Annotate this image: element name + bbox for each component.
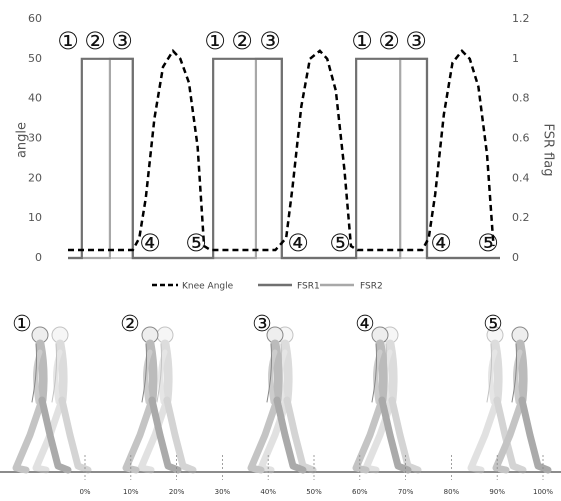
y-tick-label: 40 <box>28 92 42 105</box>
annotation: ③ <box>111 27 133 55</box>
y2-tick-label: 1.2 <box>512 12 530 25</box>
y2-tick-label: 0.8 <box>512 92 530 105</box>
y2-tick-label: 0 <box>512 251 519 264</box>
percent-label: 100% <box>533 488 553 496</box>
y-tick-label: 0 <box>35 251 42 264</box>
percent-label: 30% <box>215 488 231 496</box>
annotation: ⑤ <box>329 229 351 257</box>
y2-tick-label: 1 <box>512 52 519 65</box>
annotation: ④ <box>287 229 309 257</box>
y2-tick-label: 0.6 <box>512 132 530 145</box>
annotation: ③ <box>405 27 427 55</box>
legend-label: Knee Angle <box>182 282 234 292</box>
percent-label: 70% <box>398 488 414 496</box>
annotation: ④ <box>139 229 161 257</box>
percent-label: 0% <box>79 488 90 496</box>
annotation: ④ <box>430 229 452 257</box>
y2-tick-label: 0.4 <box>512 171 530 184</box>
y-tick-label: 30 <box>28 132 42 145</box>
annotation: ① <box>204 27 226 55</box>
percent-label: 60% <box>352 488 368 496</box>
walkers <box>16 327 548 470</box>
legend-label: FSR1 <box>297 282 320 292</box>
y2-tick-label: 0.2 <box>512 211 530 224</box>
percent-label: 90% <box>489 488 505 496</box>
phase-label: ② <box>120 312 140 337</box>
annotation: ② <box>84 27 106 55</box>
percent-label: 20% <box>169 488 185 496</box>
annotation: ⑤ <box>185 229 207 257</box>
percent-label: 50% <box>306 488 322 496</box>
y-tick-label: 50 <box>28 52 42 65</box>
y-tick-label: 10 <box>28 211 42 224</box>
annotation: ② <box>231 27 253 55</box>
percent-label: 80% <box>444 488 460 496</box>
annotation: ⑤ <box>477 229 499 257</box>
y-tick-label: 20 <box>28 171 42 184</box>
y2-axis-label: FSR flag <box>541 123 556 176</box>
percent-label: 10% <box>123 488 139 496</box>
annotation: ① <box>57 27 79 55</box>
annotation: ② <box>378 27 400 55</box>
annotation: ③ <box>259 27 281 55</box>
legend-label: FSR2 <box>360 282 383 292</box>
page: angle FSR flag 010203040506000.20.40.60.… <box>0 0 561 501</box>
phase-label: ③ <box>252 312 272 337</box>
annotation: ① <box>351 27 373 55</box>
phase-label: ⑤ <box>483 312 503 337</box>
phase-label: ① <box>12 312 32 337</box>
phase-label: ④ <box>355 312 375 337</box>
percent-label: 40% <box>260 488 276 496</box>
y-tick-label: 60 <box>28 12 42 25</box>
